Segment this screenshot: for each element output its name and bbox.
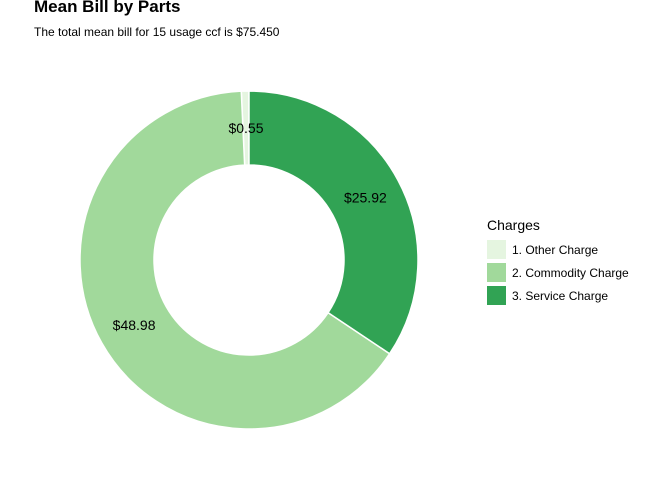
legend-label-other-charge: 1. Other Charge <box>512 242 599 257</box>
slice-service-charge <box>248 90 419 355</box>
slice-commodity-charge <box>79 90 391 430</box>
slice-label-service-charge: $25.92 <box>344 190 387 206</box>
legend-item-service-charge: 3. Service Charge <box>487 284 629 307</box>
legend: Charges 1. Other Charge 2. Commodity Cha… <box>487 216 629 307</box>
legend-key-commodity-charge <box>487 263 506 282</box>
slices-layer <box>79 90 419 430</box>
legend-title: Charges <box>487 217 540 233</box>
slice-label-commodity-charge: $48.98 <box>113 317 156 333</box>
chart-subtitle: The total mean bill for 15 usage ccf is … <box>34 25 280 39</box>
legend-key-service-charge <box>487 286 506 305</box>
legend-label-service-charge: 3. Service Charge <box>512 288 609 303</box>
legend-item-other-charge: 1. Other Charge <box>487 238 629 261</box>
slice-label-other-charge: $0.55 <box>228 120 263 136</box>
labels-layer: $0.55 $48.98 $25.92 <box>113 120 387 333</box>
legend-item-commodity-charge: 2. Commodity Charge <box>487 261 629 284</box>
legend-label-commodity-charge: 2. Commodity Charge <box>512 265 629 280</box>
chart-title: Mean Bill by Parts <box>34 0 181 16</box>
legend-key-other-charge <box>487 240 506 259</box>
